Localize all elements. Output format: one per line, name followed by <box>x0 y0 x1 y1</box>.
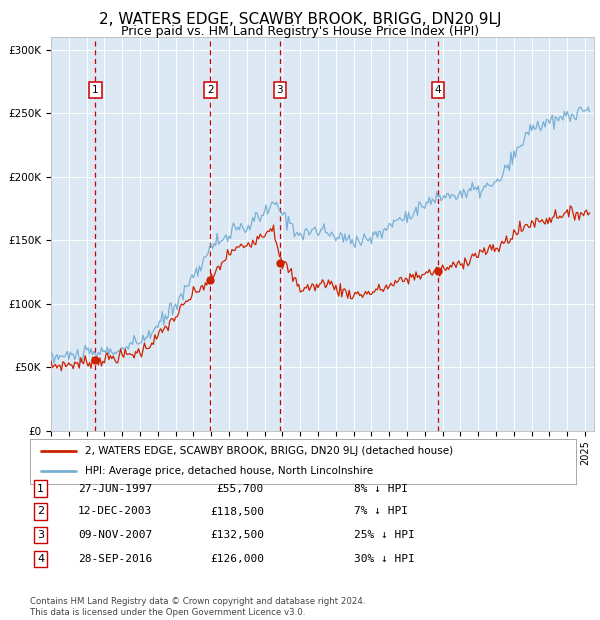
Text: 09-NOV-2007: 09-NOV-2007 <box>78 530 152 540</box>
Text: Contains HM Land Registry data © Crown copyright and database right 2024.
This d: Contains HM Land Registry data © Crown c… <box>30 598 365 617</box>
Text: 1: 1 <box>37 484 44 494</box>
Text: 2: 2 <box>37 507 44 516</box>
Text: 4: 4 <box>435 86 442 95</box>
Text: Price paid vs. HM Land Registry's House Price Index (HPI): Price paid vs. HM Land Registry's House … <box>121 25 479 38</box>
Text: £118,500: £118,500 <box>210 507 264 516</box>
Text: 3: 3 <box>37 530 44 540</box>
Text: £126,000: £126,000 <box>210 554 264 564</box>
Text: 28-SEP-2016: 28-SEP-2016 <box>78 554 152 564</box>
Text: 8% ↓ HPI: 8% ↓ HPI <box>354 484 408 494</box>
Text: 25% ↓ HPI: 25% ↓ HPI <box>354 530 415 540</box>
Text: 30% ↓ HPI: 30% ↓ HPI <box>354 554 415 564</box>
Text: HPI: Average price, detached house, North Lincolnshire: HPI: Average price, detached house, Nort… <box>85 466 373 476</box>
Text: £55,700: £55,700 <box>217 484 264 494</box>
Text: 2, WATERS EDGE, SCAWBY BROOK, BRIGG, DN20 9LJ: 2, WATERS EDGE, SCAWBY BROOK, BRIGG, DN2… <box>99 12 501 27</box>
Text: 12-DEC-2003: 12-DEC-2003 <box>78 507 152 516</box>
Text: 4: 4 <box>37 554 44 564</box>
Text: 3: 3 <box>277 86 283 95</box>
Text: 7% ↓ HPI: 7% ↓ HPI <box>354 507 408 516</box>
Text: 2: 2 <box>207 86 214 95</box>
Text: £132,500: £132,500 <box>210 530 264 540</box>
Text: 27-JUN-1997: 27-JUN-1997 <box>78 484 152 494</box>
Text: 1: 1 <box>92 86 98 95</box>
Text: 2, WATERS EDGE, SCAWBY BROOK, BRIGG, DN20 9LJ (detached house): 2, WATERS EDGE, SCAWBY BROOK, BRIGG, DN2… <box>85 446 453 456</box>
